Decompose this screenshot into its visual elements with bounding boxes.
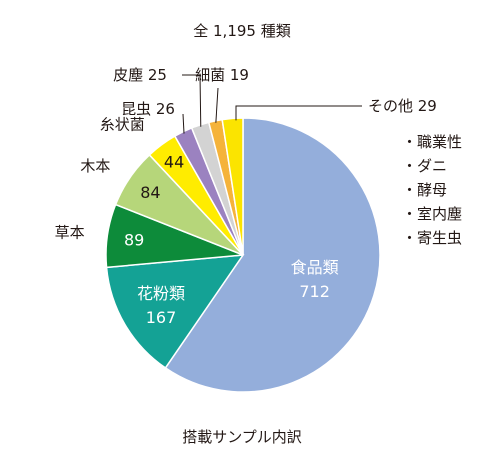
leader-other: [235, 105, 362, 121]
slice-label-fungi: 糸状菌: [100, 116, 145, 134]
slice-label-food: 食品類: [291, 258, 339, 277]
slice-label-epidermal: 皮塵 25: [113, 66, 167, 84]
leader-epidermal: [182, 74, 202, 127]
leader-insect: [182, 113, 185, 134]
slice-label-herb: 草本: [55, 223, 85, 241]
chart-title: 全 1,195 種類: [193, 22, 290, 40]
other-breakdown-item: ・職業性: [402, 133, 462, 151]
chart-caption: 搭載サンプル内訳: [182, 428, 302, 446]
slice-value-fungi: 44: [164, 153, 184, 172]
slice-label-tree: 木本: [80, 157, 110, 175]
pie-slice-pollen: [105, 254, 245, 369]
pie-slice-other: [221, 117, 244, 256]
slice-value-food: 712: [299, 282, 330, 301]
leader-bacteria: [215, 87, 219, 123]
slice-value-herb: 89: [124, 230, 144, 249]
pie-slice-food: [164, 117, 381, 393]
other-breakdown-item: ・ダニ: [402, 157, 447, 175]
slice-label-insect: 昆虫 26: [121, 100, 175, 118]
slice-label-bacteria: 細菌 19: [195, 66, 249, 84]
other-breakdown-list: ・職業性・ダニ・酵母・室内塵・寄生虫: [402, 133, 462, 247]
other-breakdown-item: ・酵母: [402, 181, 447, 199]
other-breakdown-item: ・寄生虫: [402, 229, 462, 247]
slices-group: [105, 117, 381, 393]
slice-label-pollen: 花粉類: [137, 284, 185, 303]
slice-value-tree: 84: [140, 183, 160, 202]
slice-label-other: その他 29: [368, 97, 437, 115]
leader-lines: [182, 74, 362, 134]
other-breakdown-item: ・室内塵: [402, 205, 462, 223]
slice-value-pollen: 167: [146, 308, 177, 327]
